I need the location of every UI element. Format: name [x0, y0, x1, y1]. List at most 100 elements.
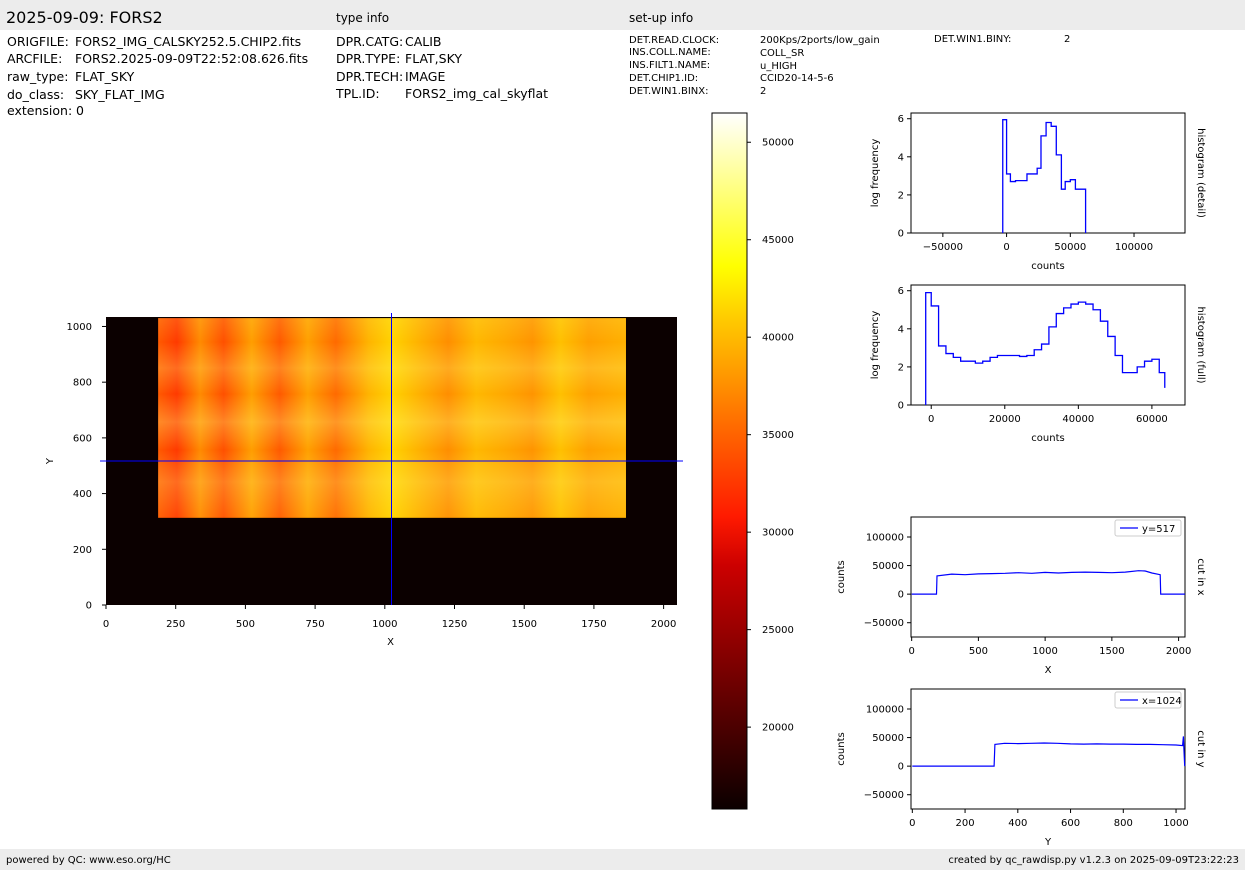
- y-axis-label: counts: [836, 560, 847, 593]
- setup-info-heading: set-up info: [629, 11, 694, 25]
- type-info-value: CALIB: [405, 34, 442, 49]
- x-tick-label: 1000: [1032, 646, 1057, 657]
- x-tick-label: 500: [969, 646, 988, 657]
- cut-x-legend-label: y=517: [1142, 524, 1175, 535]
- file-info-value: SKY_FLAT_IMG: [75, 87, 165, 102]
- y-tick-label: 4: [898, 152, 904, 163]
- setup-info-key: DET.WIN1.BINY:: [934, 34, 1012, 45]
- y-tick-label: 400: [73, 489, 92, 500]
- x-tick-label: 1250: [442, 619, 467, 630]
- file-info-key: ARCFILE:: [7, 51, 63, 66]
- colorbar-tick-label: 20000: [762, 723, 794, 734]
- colorbar-tick-label: 45000: [762, 235, 794, 246]
- cut-y-line: [912, 736, 1186, 767]
- x-tick-label: 20000: [989, 414, 1021, 425]
- colorbar-tick-label: 40000: [762, 333, 794, 344]
- x-tick-label: 1500: [1099, 646, 1124, 657]
- footer-bar: [0, 849, 1245, 870]
- y-tick-label: 0: [898, 401, 904, 412]
- file-info-key: do_class:: [7, 87, 65, 102]
- footer-right: created by qc_rawdisp.py v1.2.3 on 2025-…: [948, 855, 1239, 866]
- x-tick-label: 600: [1061, 818, 1080, 829]
- cut-y-legend-label: x=1024: [1142, 696, 1182, 707]
- file-info-key: raw_type:: [7, 69, 69, 84]
- x-tick-label: 1500: [511, 619, 536, 630]
- y-tick-label: 800: [73, 378, 92, 389]
- y-tick-label: −50000: [864, 618, 904, 629]
- cut-x-line: [911, 570, 1185, 595]
- y-tick-label: 50000: [872, 561, 904, 572]
- x-tick-label: 500: [236, 619, 255, 630]
- y-tick-label: 4: [898, 324, 904, 335]
- illuminated-region-rows: [158, 318, 626, 518]
- x-axis-label: X: [387, 637, 394, 648]
- x-tick-label: 60000: [1136, 414, 1168, 425]
- side-label: histogram (detail): [1195, 128, 1206, 218]
- type-info-value: IMAGE: [405, 69, 446, 84]
- histogram-detail-line: [1002, 119, 1087, 233]
- side-label: cut in x: [1195, 558, 1206, 595]
- file-info-value: FLAT_SKY: [75, 69, 135, 84]
- setup-info-value: 200Kps/2ports/low_gain: [760, 35, 880, 46]
- y-tick-label: 50000: [872, 733, 904, 744]
- x-tick-label: 1000: [372, 619, 397, 630]
- plot-frame: [910, 284, 1186, 406]
- file-info-value: FORS2_IMG_CALSKY252.5.CHIP2.fits: [75, 34, 302, 49]
- plot-frame: [910, 112, 1186, 234]
- colorbar: [711, 112, 748, 810]
- side-label: histogram (full): [1195, 306, 1206, 383]
- header-bar: [0, 0, 1245, 30]
- y-tick-label: 1000: [67, 322, 92, 333]
- x-tick-label: 200: [956, 818, 975, 829]
- x-tick-label: 2000: [651, 619, 676, 630]
- y-tick-label: 0: [898, 590, 904, 601]
- plot-frame: [910, 516, 1186, 638]
- x-tick-label: 1750: [581, 619, 606, 630]
- type-info-heading: type info: [336, 11, 390, 25]
- y-tick-label: 6: [898, 114, 904, 125]
- y-tick-label: 6: [898, 286, 904, 297]
- histogram-full-line: [925, 291, 1166, 405]
- x-tick-label: −50000: [923, 242, 963, 253]
- type-info-key: DPR.CATG:: [336, 34, 404, 49]
- x-tick-label: 40000: [1062, 414, 1094, 425]
- x-tick-label: 50000: [1054, 242, 1086, 253]
- setup-info-value: 2: [1064, 34, 1071, 45]
- y-axis-label: counts: [836, 732, 847, 765]
- file-info-key: ORIGFILE:: [7, 34, 69, 49]
- type-info-key: TPL.ID:: [336, 86, 380, 101]
- setup-info-value: u_HIGH: [760, 61, 798, 72]
- x-tick-label: 800: [1114, 818, 1133, 829]
- setup-info-value: COLL_SR: [760, 48, 805, 59]
- setup-info-key: DET.CHIP1.ID:: [629, 73, 699, 84]
- x-axis-label: counts: [1031, 261, 1064, 272]
- x-tick-label: 1000: [1163, 818, 1188, 829]
- y-tick-label: −50000: [864, 790, 904, 801]
- setup-info-key: DET.READ.CLOCK:: [629, 35, 720, 46]
- type-info-value: FLAT,SKY: [405, 51, 462, 66]
- page-title: 2025-09-09: FORS2: [6, 8, 163, 27]
- type-info-key: DPR.TECH:: [336, 69, 404, 84]
- x-tick-label: 0: [909, 818, 915, 829]
- y-tick-label: 100000: [866, 705, 904, 716]
- file-info-value: FORS2.2025-09-09T22:52:08.626.fits: [75, 51, 309, 66]
- x-axis-label: X: [1045, 665, 1052, 676]
- y-tick-label: 0: [898, 762, 904, 773]
- file-info-key: extension:: [7, 103, 73, 118]
- type-info-key: DPR.TYPE:: [336, 51, 401, 66]
- setup-info-value: CCID20-14-5-6: [760, 73, 834, 84]
- setup-info-key: INS.COLL.NAME:: [629, 47, 711, 58]
- y-axis-label: log frequency: [870, 311, 881, 380]
- x-axis-label: Y: [1044, 837, 1052, 848]
- y-tick-label: 0: [898, 229, 904, 240]
- x-tick-label: 0: [1003, 242, 1009, 253]
- colorbar-tick-label: 50000: [762, 138, 794, 149]
- legend-box: [1114, 691, 1182, 709]
- x-tick-label: 2000: [1166, 646, 1191, 657]
- y-tick-label: 100000: [866, 533, 904, 544]
- legend-box: [1114, 519, 1182, 537]
- type-info-value: FORS2_img_cal_skyflat: [405, 86, 549, 101]
- file-info-value: 0: [76, 103, 84, 118]
- y-tick-label: 600: [73, 433, 92, 444]
- setup-info-key: INS.FILT1.NAME:: [629, 60, 711, 71]
